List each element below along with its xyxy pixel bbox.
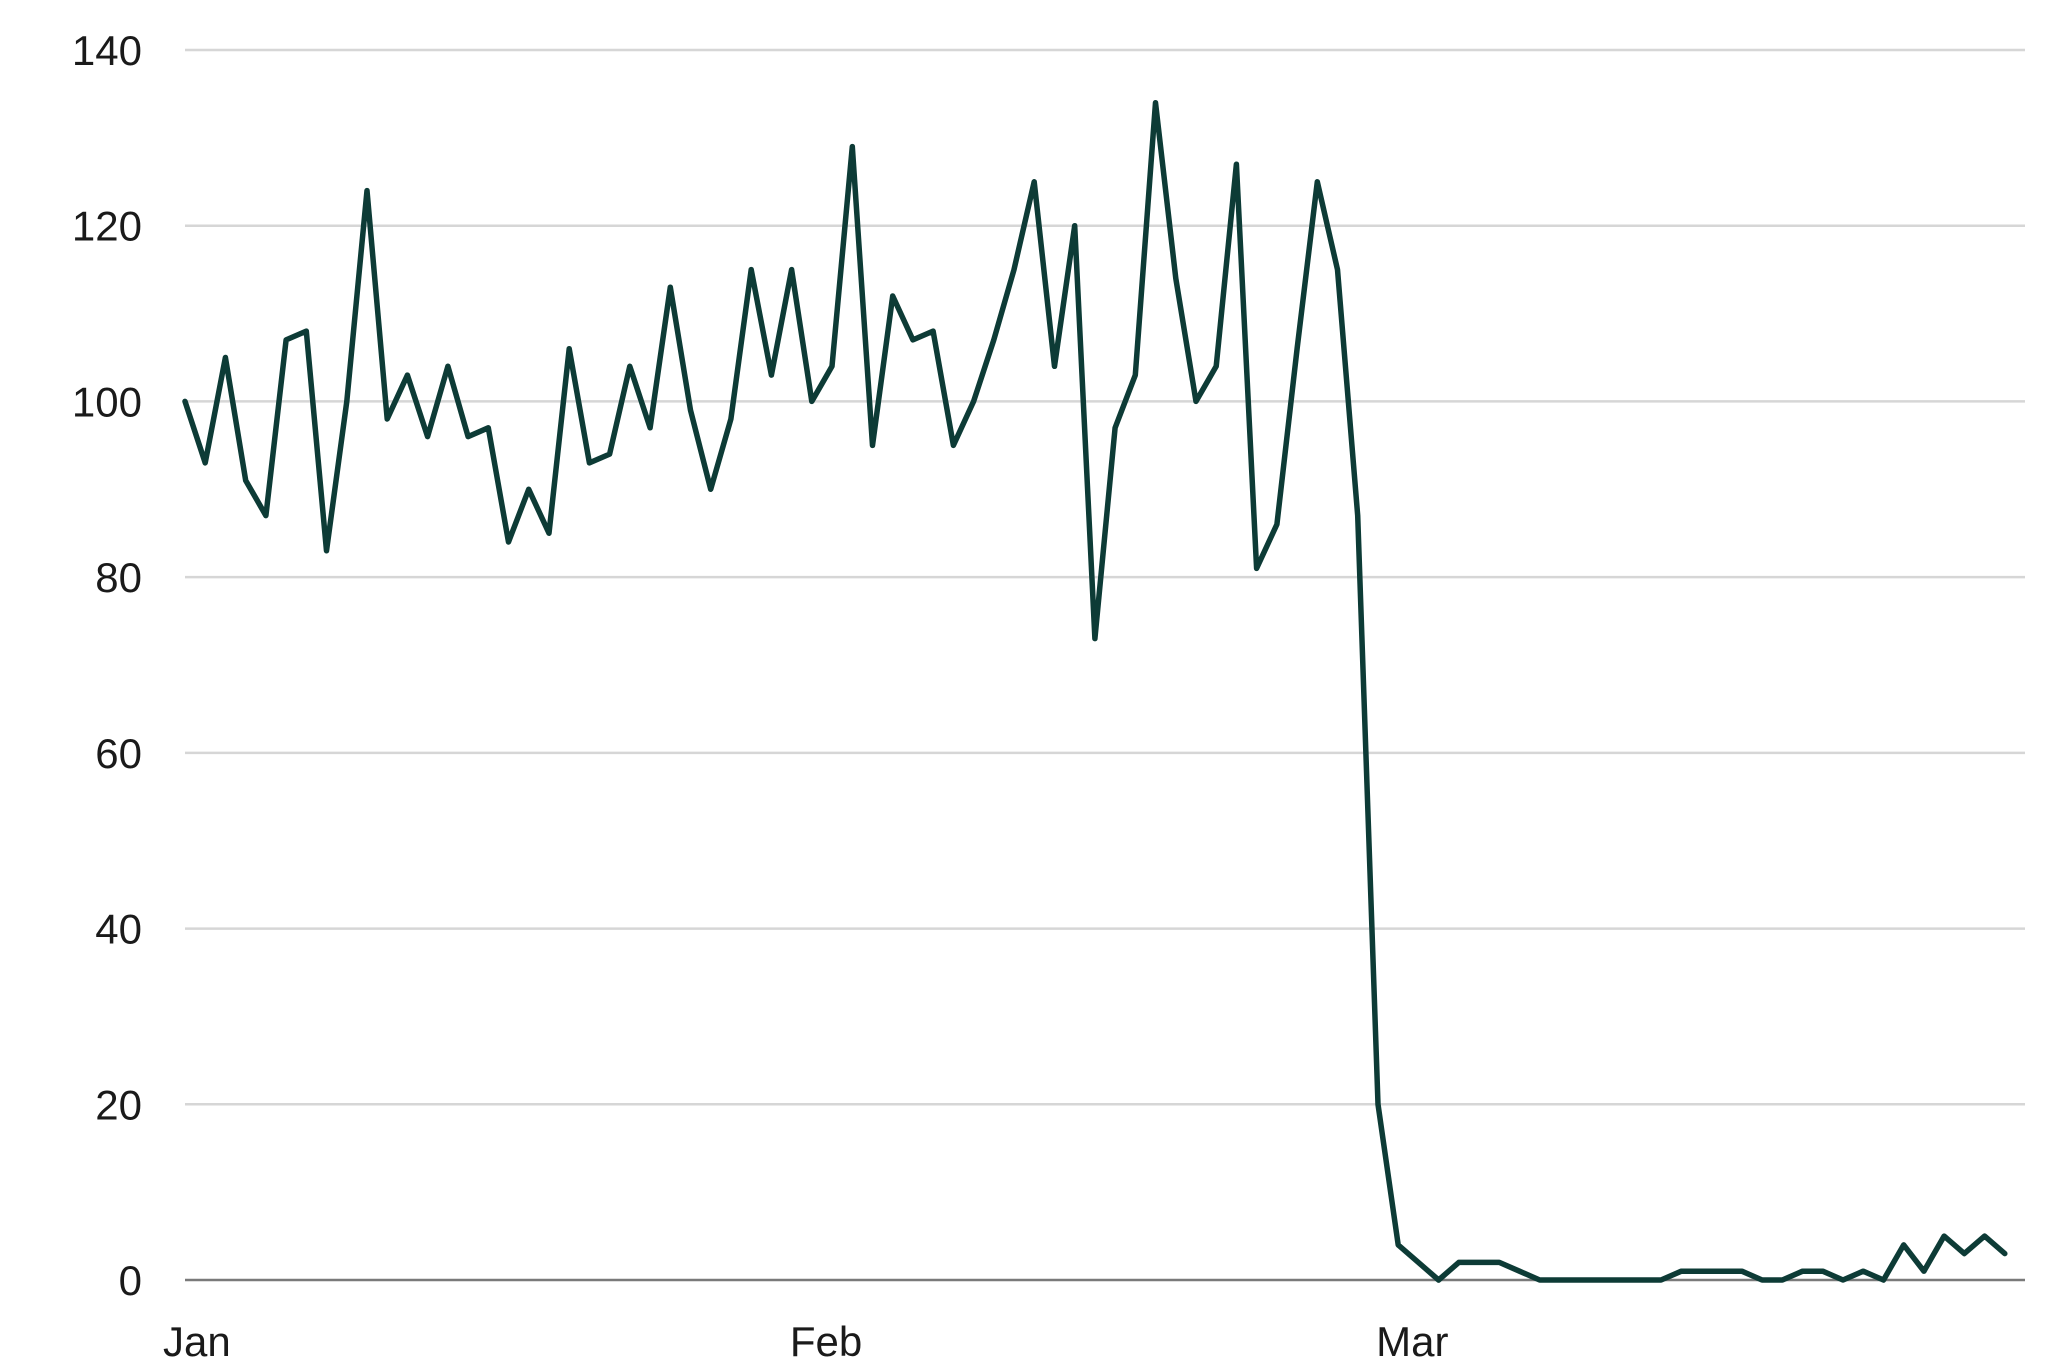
y-tick-label-80: 80 [95, 554, 142, 601]
series-line-0 [182, 99, 2008, 1283]
gridlines [185, 48, 2025, 1282]
y-tick-label-60: 60 [95, 730, 142, 777]
x-axis-ticks: Jan Feb Mar [163, 1318, 1449, 1365]
x-tick-label-feb: Feb [790, 1318, 862, 1365]
series-layer [182, 99, 2008, 1283]
x-tick-label-jan: Jan [163, 1318, 231, 1365]
y-tick-label-0: 0 [119, 1257, 142, 1304]
y-tick-label-20: 20 [95, 1081, 142, 1128]
y-tick-label-100: 100 [72, 378, 142, 425]
y-tick-label-120: 120 [72, 203, 142, 250]
y-axis-ticks: 0 20 40 60 80 100 120 140 [72, 27, 142, 1304]
y-tick-label-140: 140 [72, 27, 142, 74]
y-tick-label-40: 40 [95, 906, 142, 953]
x-tick-label-mar: Mar [1376, 1318, 1448, 1365]
